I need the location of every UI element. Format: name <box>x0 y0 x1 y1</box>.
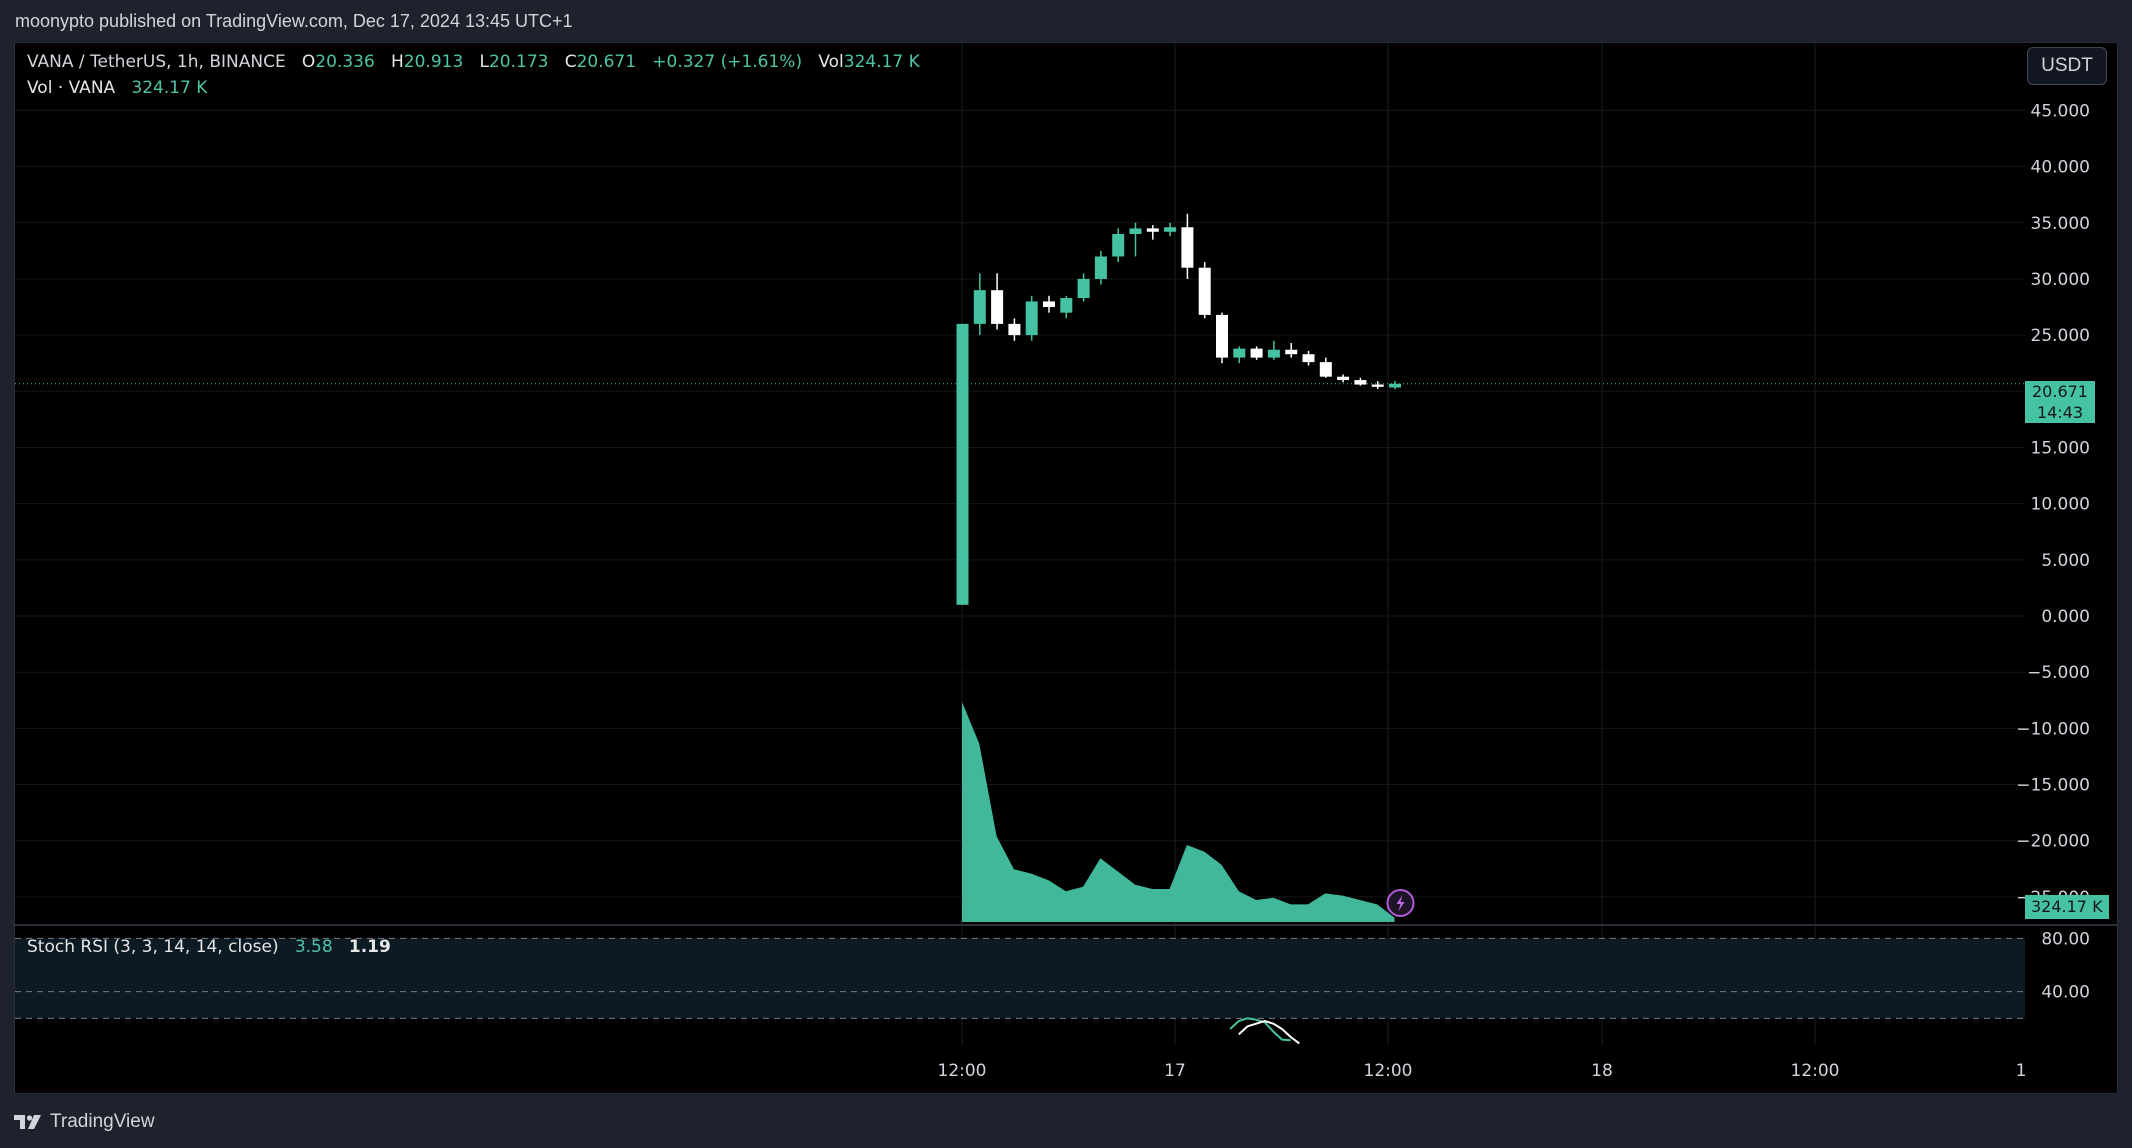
open-label: O <box>301 52 316 72</box>
candle-body <box>973 290 986 324</box>
stoch-rsi-legend: Stoch RSI (3, 3, 14, 14, close) 3.58 1.1… <box>27 937 391 957</box>
stoch-band-background <box>15 938 2025 1019</box>
time-tick-label: 12:00 <box>1364 1061 1413 1081</box>
candle-body <box>1112 234 1125 257</box>
price-tick-label: −10.000 <box>2016 719 2090 739</box>
price-tick-label: 30.000 <box>2031 270 2090 290</box>
vol-label: Vol <box>818 52 844 72</box>
candle-body <box>1319 362 1332 377</box>
currency-button[interactable]: USDT <box>2027 47 2107 85</box>
chart-canvas[interactable]: 45.00040.00035.00030.00025.00020.00015.0… <box>15 43 2118 1094</box>
candle-body <box>1146 228 1159 232</box>
candle-body <box>1198 267 1211 315</box>
candle-body <box>1077 278 1090 299</box>
price-tick-label: −5.000 <box>2027 663 2090 683</box>
price-tick-label: 25.000 <box>2031 326 2090 346</box>
high-value: 20.913 <box>403 52 464 72</box>
volume-indicator-label[interactable]: Vol · VANA <box>27 78 116 98</box>
candle-body <box>1043 301 1055 308</box>
candle-body <box>1216 314 1228 358</box>
candle-body <box>1354 380 1367 385</box>
price-tick-label: 35.000 <box>2031 214 2090 234</box>
tradingview-logo-icon <box>14 1115 41 1129</box>
time-tick-label: 1 <box>2016 1061 2027 1081</box>
price-tick-label: 15.000 <box>2031 438 2090 458</box>
candle-body <box>1094 256 1107 279</box>
candle-body <box>991 290 1004 324</box>
candle-body <box>1164 227 1177 232</box>
price-tick-label: 5.000 <box>2041 551 2090 571</box>
symbol-label[interactable]: VANA / TetherUS, 1h, BINANCE <box>27 52 286 72</box>
vol-value: 324.17 K <box>843 52 920 72</box>
candle-body <box>1371 384 1384 387</box>
footer-brand[interactable]: TradingView <box>14 1108 155 1136</box>
candle-body <box>1250 348 1263 358</box>
change-value: +0.327 (+1.61%) <box>652 52 803 72</box>
stoch-d-value: 1.19 <box>348 937 391 957</box>
chart-frame[interactable]: 45.00040.00035.00030.00025.00020.00015.0… <box>14 42 2118 1094</box>
volume-area <box>962 702 1395 922</box>
candle-body <box>956 323 969 605</box>
stoch-tick-label: 40.00 <box>2041 983 2090 1003</box>
close-value: 20.671 <box>576 52 637 72</box>
candle-body <box>1285 349 1298 355</box>
candle-body <box>1008 323 1021 336</box>
low-value: 20.173 <box>488 52 549 72</box>
stoch-d-line <box>1238 1019 1300 1045</box>
stoch-k-line <box>1229 1017 1291 1042</box>
publish-text: moonypto published on TradingView.com, D… <box>15 10 573 31</box>
close-label: C <box>564 52 577 72</box>
time-tick-label: 12:00 <box>938 1061 987 1081</box>
time-axis-background <box>15 1045 2117 1093</box>
volume-price-label: 324.17 K <box>2025 895 2109 919</box>
price-tick-label: 40.000 <box>2031 158 2090 178</box>
candle-body <box>1060 298 1073 313</box>
stoch-rsi-label[interactable]: Stoch RSI (3, 3, 14, 14, close) <box>27 937 279 957</box>
ohlc-legend: VANA / TetherUS, 1h, BINANCE O20.336 H20… <box>27 52 920 72</box>
low-label: L <box>479 52 489 72</box>
price-tick-label: −20.000 <box>2016 832 2090 852</box>
price-tick-label: 10.000 <box>2031 495 2090 515</box>
candle-body <box>1129 228 1142 235</box>
time-tick-label: 12:00 <box>1791 1061 1840 1081</box>
publish-header: moonypto published on TradingView.com, D… <box>0 0 2132 42</box>
time-tick-label: 17 <box>1164 1061 1186 1081</box>
candle-body <box>1302 354 1315 363</box>
open-value: 20.336 <box>315 52 375 72</box>
volume-legend: Vol · VANA 324.17 K <box>27 78 207 98</box>
bar-countdown: 14:43 <box>2036 403 2084 422</box>
price-tick-label: 45.000 <box>2031 101 2090 121</box>
volume-indicator-value: 324.17 K <box>131 78 208 98</box>
stoch-k-value: 3.58 <box>294 937 333 957</box>
candle-body <box>1337 376 1350 381</box>
time-tick-label: 18 <box>1591 1061 1613 1081</box>
last-price-label: 20.671 14:43 <box>2025 381 2095 423</box>
price-tick-label: −15.000 <box>2016 776 2090 796</box>
footer-brand-text: TradingView <box>50 1111 155 1132</box>
stoch-tick-label: 80.00 <box>2041 929 2090 949</box>
candle-body <box>1389 383 1401 388</box>
high-label: H <box>391 52 404 72</box>
price-tick-label: 0.000 <box>2041 607 2090 627</box>
candle-body <box>1181 227 1194 268</box>
candle-body <box>1267 349 1280 358</box>
lightning-icon[interactable] <box>1386 889 1415 917</box>
last-price-value: 20.671 <box>2032 382 2088 401</box>
candle-body <box>1025 301 1038 336</box>
candle-body <box>1233 348 1246 358</box>
